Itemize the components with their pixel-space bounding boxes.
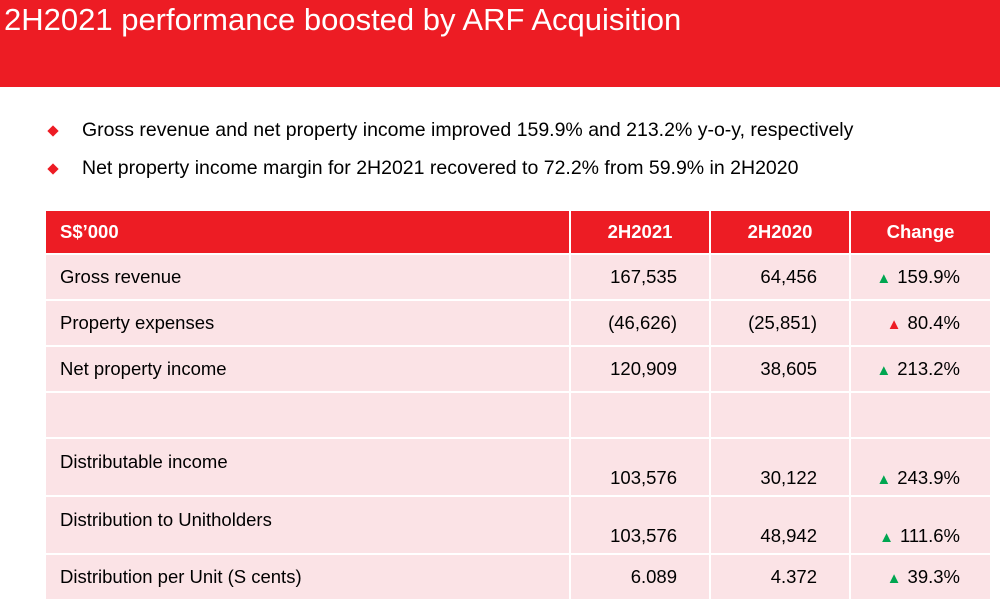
- value-2h2021: 120,909: [569, 345, 711, 393]
- empty-cell: [569, 391, 711, 439]
- change-cell: ▲ 159.9%: [849, 253, 992, 301]
- column-header: 2H2021: [569, 209, 711, 255]
- value-2h2020: 30,122: [709, 437, 851, 497]
- triangle-up-icon: ▲: [876, 270, 892, 287]
- row-label: Property expenses: [44, 299, 571, 347]
- column-header: 2H2020: [709, 209, 851, 255]
- triangle-up-icon: ▲: [876, 471, 892, 488]
- table-row: Distributable income 103,576 30,122 ▲ 243…: [44, 437, 992, 497]
- table-row: Gross revenue 167,535 64,456 ▲ 159.9%: [44, 253, 992, 301]
- row-label: Distributable income: [44, 437, 571, 497]
- diamond-bullet-icon: [47, 163, 59, 175]
- value-2h2021: 6.089: [569, 553, 711, 601]
- triangle-up-icon: ▲: [876, 362, 892, 379]
- empty-cell: [709, 391, 851, 439]
- table-row: Distribution to Unitholders 103,576 48,9…: [44, 495, 992, 555]
- value-2h2021: (46,626): [569, 299, 711, 347]
- triangle-up-icon: ▲: [886, 316, 902, 333]
- value-2h2020: 48,942: [709, 495, 851, 555]
- value-2h2021: 103,576: [569, 495, 711, 555]
- change-cell: ▲ 243.9%: [849, 437, 992, 497]
- row-label: Distribution to Unitholders: [44, 495, 571, 555]
- table-row: Distribution per Unit (S cents) 6.089 4.…: [44, 553, 992, 601]
- column-header: S$’000: [44, 209, 571, 255]
- row-label: Distribution per Unit (S cents): [44, 553, 571, 601]
- page-title: 2H2021 performance boosted by ARF Acquis…: [4, 2, 682, 37]
- empty-cell: [44, 391, 571, 439]
- value-2h2020: 64,456: [709, 253, 851, 301]
- value-2h2020: 4.372: [709, 553, 851, 601]
- change-cell: ▲ 80.4%: [849, 299, 992, 347]
- value-2h2021: 103,576: [569, 437, 711, 497]
- table-header-row: S$’000 2H2021 2H2020 Change: [44, 209, 992, 255]
- change-cell: ▲ 111.6%: [849, 495, 992, 555]
- value-2h2020: 38,605: [709, 345, 851, 393]
- change-cell: ▲ 39.3%: [849, 553, 992, 601]
- diamond-bullet-icon: [47, 125, 59, 137]
- table-row: Net property income 120,909 38,605 ▲ 213.…: [44, 345, 992, 393]
- triangle-up-icon: ▲: [886, 570, 902, 587]
- financial-table: S$’000 2H2021 2H2020 Change Gross revenu…: [44, 209, 992, 601]
- empty-cell: [849, 391, 992, 439]
- value-2h2021: 167,535: [569, 253, 711, 301]
- column-header: Change: [849, 209, 992, 255]
- value-2h2020: (25,851): [709, 299, 851, 347]
- table-row: Property expenses (46,626) (25,851) ▲ 80.…: [44, 299, 992, 347]
- change-cell: ▲ 213.2%: [849, 345, 992, 393]
- triangle-up-icon: ▲: [879, 529, 894, 546]
- row-label: Gross revenue: [44, 253, 571, 301]
- row-label: Net property income: [44, 345, 571, 393]
- table-row-empty: [44, 391, 992, 439]
- header-bar: 2H2021 performance boosted by ARF Acquis…: [0, 0, 1000, 87]
